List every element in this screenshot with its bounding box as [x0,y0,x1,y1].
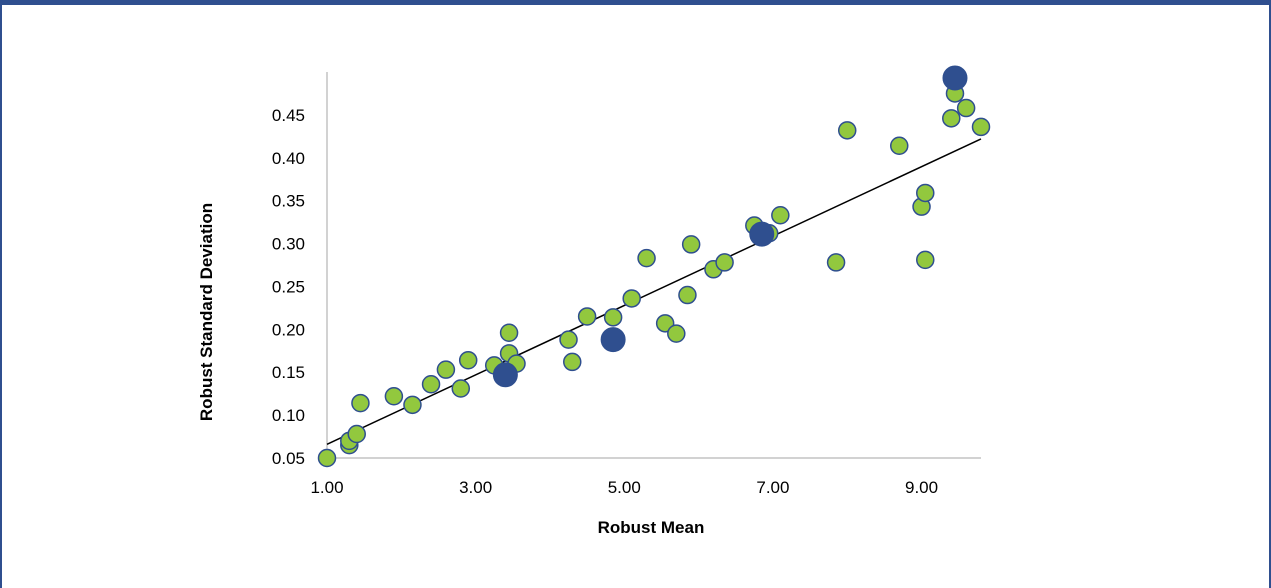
data-point [577,307,597,326]
data-point [421,374,441,394]
x-tick-label: 1.00 [310,478,343,497]
y-tick-label: 0.25 [272,277,305,296]
data-point [351,393,370,413]
data-point [317,448,337,468]
highlighted-data-point [600,327,626,353]
left-border [0,0,2,588]
data-point [347,424,366,444]
data-point [678,285,697,305]
y-tick-label: 0.10 [272,406,305,425]
data-point [971,117,991,137]
axes [326,72,981,459]
y-axis-title: Robust Standard Deviation [197,203,216,421]
data-point [563,352,582,372]
data-point [403,395,422,415]
y-tick-label: 0.35 [272,192,305,211]
data-point [458,350,478,370]
data-point [837,121,857,140]
data-point [771,205,790,225]
data-point [384,386,404,406]
x-tick-label: 5.00 [608,478,641,497]
y-tick-label: 0.45 [272,106,305,125]
right-border [1269,0,1271,588]
highlighted-data-point [942,65,968,91]
highlighted-data-point [749,221,775,247]
data-point [942,109,961,128]
data-point [956,98,976,118]
y-tick-label: 0.30 [272,235,305,254]
x-axis-title: Robust Mean [598,518,705,537]
trendline [326,138,982,445]
data-point [637,248,656,268]
series-small-points [317,84,991,468]
data-point [451,379,471,398]
x-axis-ticks: 1.00 3.00 5.00 7.00 9.00 [310,478,938,497]
data-point [681,235,701,254]
data-point [667,324,686,343]
data-point [436,360,456,379]
data-point [890,136,909,156]
data-point [916,183,935,203]
x-tick-label: 9.00 [905,478,938,497]
x-tick-label: 7.00 [756,478,789,497]
series-large-points [492,65,968,388]
data-point [916,250,935,270]
y-axis-ticks: 0.05 0.10 0.15 0.20 0.25 0.30 0.35 0.40 0.45 [272,106,305,468]
y-tick-label: 0.20 [272,320,305,339]
x-tick-label: 3.00 [459,478,492,497]
data-point [559,330,578,349]
data-point [603,308,623,327]
top-border [0,0,1271,5]
data-point [622,289,641,308]
data-point [499,323,519,343]
y-tick-label: 0.05 [272,449,305,468]
data-point [826,253,846,272]
y-tick-label: 0.40 [272,149,305,168]
highlighted-data-point [492,362,518,388]
data-point [715,253,734,272]
y-tick-label: 0.15 [272,363,305,382]
